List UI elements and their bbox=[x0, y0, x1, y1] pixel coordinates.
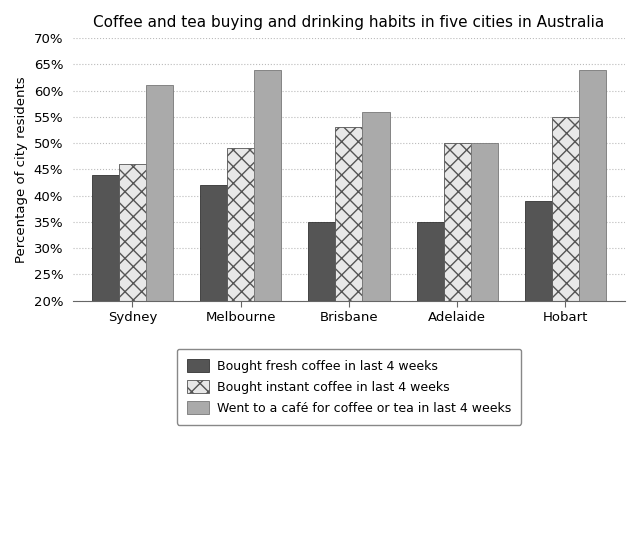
Bar bbox=[444, 143, 471, 301]
Bar bbox=[552, 117, 579, 301]
Title: Coffee and tea buying and drinking habits in five cities in Australia: Coffee and tea buying and drinking habit… bbox=[93, 15, 605, 30]
Bar bbox=[335, 128, 362, 301]
Bar bbox=[227, 148, 254, 301]
Bar bbox=[119, 164, 146, 301]
Bar bbox=[146, 85, 173, 301]
Bar bbox=[471, 143, 498, 301]
Legend: Bought fresh coffee in last 4 weeks, Bought instant coffee in last 4 weeks, Went: Bought fresh coffee in last 4 weeks, Bou… bbox=[177, 349, 521, 425]
Bar bbox=[254, 69, 282, 301]
Bar bbox=[308, 222, 335, 301]
Y-axis label: Percentage of city residents: Percentage of city residents bbox=[15, 76, 28, 263]
Bar bbox=[200, 185, 227, 301]
Bar bbox=[417, 222, 444, 301]
Bar bbox=[92, 175, 119, 301]
Bar bbox=[362, 112, 390, 301]
Bar bbox=[579, 69, 606, 301]
Bar bbox=[525, 201, 552, 301]
